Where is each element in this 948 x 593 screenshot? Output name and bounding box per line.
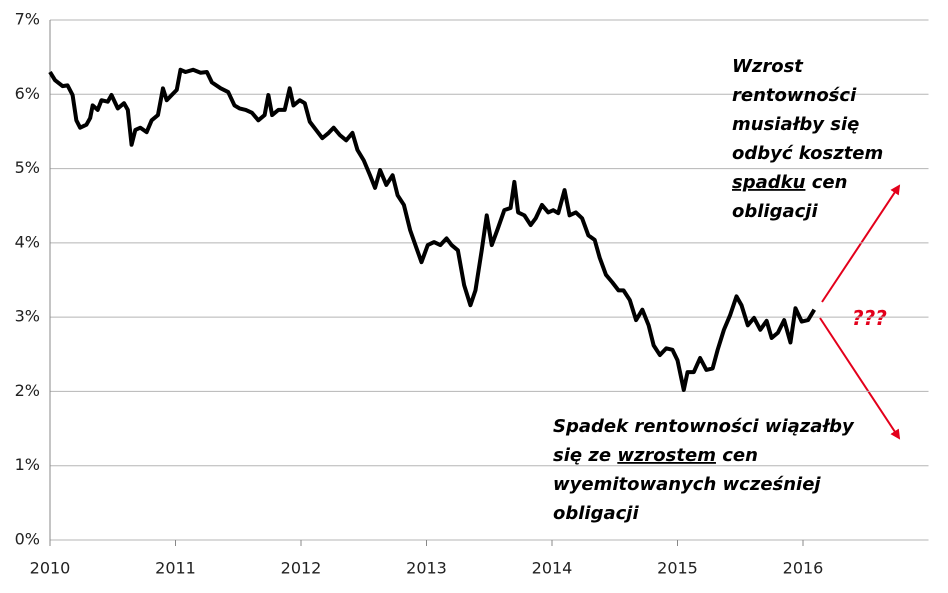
annotation-line: obligacji: [732, 201, 818, 222]
annotation-text: Wzrost: [732, 56, 804, 77]
x-tick-label: 2015: [657, 559, 698, 578]
x-tick-label: 2010: [30, 559, 71, 578]
annotation-text: musiałby się: [732, 114, 859, 135]
y-tick-label: 0%: [15, 530, 40, 549]
arrow-down: [819, 317, 901, 440]
annotation-text: Spadek rentowności wiązałby: [553, 416, 855, 437]
y-tick-label: 2%: [15, 381, 40, 400]
x-tick-label: 2013: [406, 559, 447, 578]
y-tick-label: 6%: [15, 84, 40, 103]
annotation-text: się ze: [553, 445, 617, 466]
annotation-line: obligacji: [553, 503, 639, 524]
annotation-line: spadku cen: [732, 172, 847, 193]
annotation-text: spadku: [732, 172, 806, 193]
x-tick-label: 2014: [532, 559, 573, 578]
annotation-text: wzrostem: [617, 445, 716, 466]
annotation-text: cen: [716, 445, 758, 466]
x-tick-label: 2012: [281, 559, 322, 578]
y-tick-label: 7%: [15, 10, 40, 29]
annotation-text: rentowności: [732, 85, 857, 106]
annotation-line: wyemitowanych wcześniej: [553, 474, 821, 495]
annotation-line: Wzrost: [732, 56, 804, 77]
y-tick-label: 1%: [15, 455, 40, 474]
annotation-text: cen: [805, 172, 847, 193]
annotation-line: musiałby się: [732, 114, 859, 135]
x-tick-label: 2016: [783, 559, 824, 578]
annotation-text: obligacji: [553, 503, 639, 524]
x-tick-label: 2011: [155, 559, 196, 578]
annotation-line: się ze wzrostem cen: [553, 445, 758, 466]
y-tick-label: 4%: [15, 232, 40, 251]
annotation-line: Spadek rentowności wiązałby: [553, 416, 855, 437]
annotation-text: wyemitowanych wcześniej: [553, 474, 821, 495]
y-tick-label: 5%: [15, 158, 40, 177]
annotation-line: rentowności: [732, 85, 857, 106]
question-marks: ???: [852, 306, 887, 330]
annotation-line: odbyć kosztem: [732, 143, 883, 164]
line-series: [48, 67, 817, 392]
annotation-text: odbyć kosztem: [732, 143, 883, 164]
annotation-text: obligacji: [732, 201, 818, 222]
arrow-up: [821, 184, 901, 303]
y-tick-label: 3%: [15, 307, 40, 326]
